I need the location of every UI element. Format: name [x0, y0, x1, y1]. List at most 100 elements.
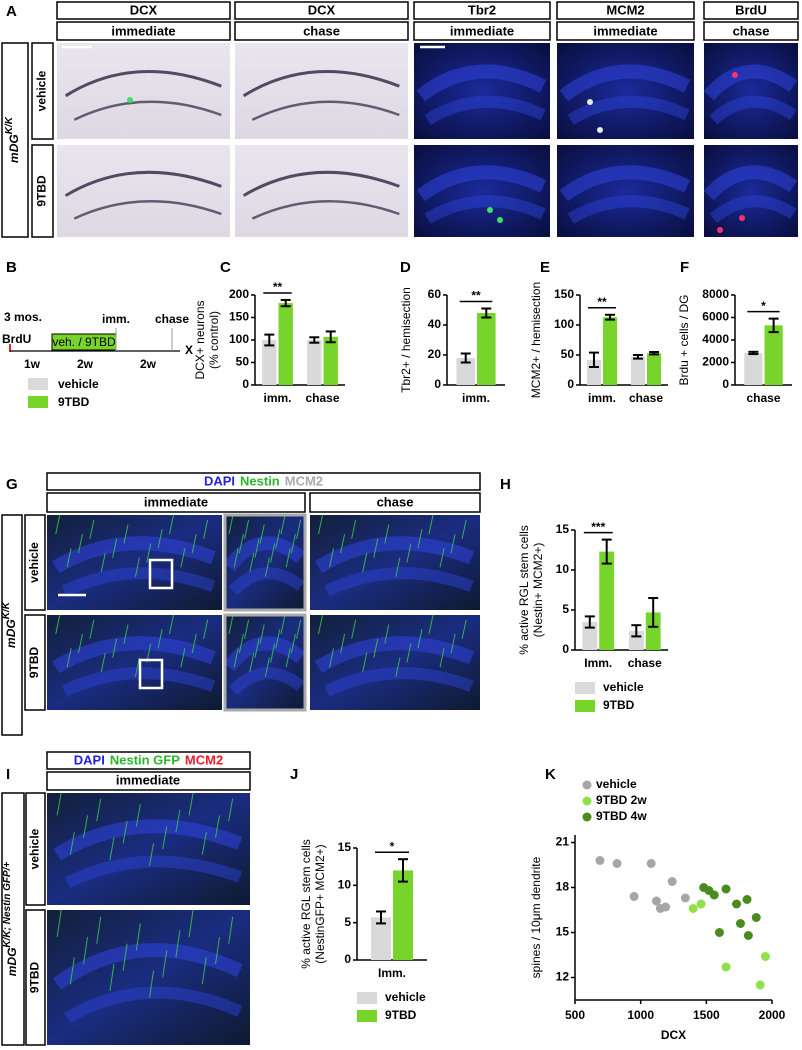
fiber [100, 652, 106, 673]
row-label: 9TBD [27, 647, 41, 679]
bar [278, 303, 293, 385]
fiber [373, 638, 379, 658]
y-tick-label: 0 [242, 377, 249, 391]
cell-layer [559, 64, 691, 102]
x-tick-label: chase [746, 391, 780, 405]
stain-box [46, 472, 481, 491]
timepoint: immediate [144, 494, 208, 509]
labelled-cell [597, 127, 603, 133]
y-tick-label: 15 [556, 925, 570, 939]
end-mark: X [185, 343, 193, 357]
genotype-label: mDGK/K [4, 116, 21, 163]
fiber [395, 657, 401, 677]
genotype-base: mDG [7, 134, 21, 163]
cell-layer [73, 200, 222, 220]
y-tick-label: 60 [428, 287, 442, 301]
bar [599, 551, 615, 650]
fiber [244, 519, 250, 539]
bar [393, 870, 413, 960]
data-point [755, 980, 765, 990]
micrograph [57, 145, 230, 237]
fiber [89, 619, 95, 639]
fiber [83, 936, 89, 965]
inset-box [148, 558, 174, 590]
y-axis-label: Brdu + cells / DG [677, 294, 691, 385]
x-tick-label: Imm. [584, 656, 612, 670]
bar [764, 325, 783, 385]
legend-swatch [582, 780, 592, 790]
fiber [329, 548, 335, 568]
fiber [83, 815, 89, 838]
fiber [450, 533, 456, 554]
labelled-cell [717, 227, 723, 233]
y-axis-label: % active RGL stem cells [517, 525, 531, 655]
fiber [270, 543, 276, 563]
y-tick-label: 21 [556, 835, 570, 849]
fiber [157, 629, 163, 649]
y-tick-label: 5 [562, 602, 569, 616]
legend-swatch [582, 796, 592, 806]
micrograph [235, 43, 408, 139]
fiber [201, 832, 207, 855]
x-tick-label: Imm. [378, 966, 406, 980]
fiber [395, 557, 401, 577]
fiber [175, 930, 181, 958]
fiber [112, 638, 118, 658]
data-point [629, 892, 639, 901]
bar [307, 340, 322, 385]
genotype-label: mDGK/K; Nestin GFP/+ [2, 862, 19, 977]
cell-layer [61, 667, 216, 697]
stain-name: MCM2 [285, 474, 323, 489]
y-tick-label: 18 [556, 880, 570, 894]
fiber [362, 552, 368, 573]
data-point [651, 896, 661, 906]
data-point [735, 919, 745, 928]
fiber [417, 629, 423, 649]
cell-layer [251, 200, 400, 220]
panel-letter: H [500, 476, 511, 493]
duration: 2w [77, 357, 94, 371]
bar [262, 340, 277, 385]
panel-letter: K [545, 766, 556, 783]
bar [456, 358, 475, 385]
fiber [69, 832, 75, 855]
labelled-cell [127, 97, 133, 103]
micrograph [57, 43, 230, 139]
timepoint: chase [303, 23, 340, 38]
y-tick-label: 20 [428, 347, 442, 361]
y-tick-label: 150 [554, 287, 574, 301]
legend-swatch [28, 378, 48, 390]
fiber [228, 798, 234, 822]
y-tick-label: 5 [344, 915, 351, 929]
y-tick-label: 0 [567, 377, 574, 391]
genotype-box [1, 514, 23, 736]
cell-layer [324, 667, 474, 697]
fiber [96, 798, 102, 822]
cell-layer [314, 536, 475, 574]
panel-letter: I [6, 766, 10, 783]
cell-layer [416, 165, 547, 202]
x-tick-label: chase [629, 391, 663, 405]
stain-name: BrdU [735, 2, 767, 17]
row-box [31, 42, 54, 140]
fiber [135, 804, 141, 827]
y-tick-label: 4000 [702, 332, 729, 346]
fiber [428, 514, 434, 535]
stain-name: Tbr2 [468, 2, 496, 17]
stain-name: MCM2 [606, 2, 644, 17]
y-axis-label: (NestinGFP+ MCM2+) [313, 844, 327, 963]
fiber [384, 524, 390, 544]
y-tick-label: 50 [236, 355, 250, 369]
y-tick-label: 0 [562, 642, 569, 656]
row-box [31, 144, 54, 238]
fiber [254, 538, 260, 558]
legend-swatch [575, 682, 595, 694]
cell-layer [52, 943, 243, 990]
y-tick-label: 50 [561, 347, 575, 361]
x-tick-label: 500 [565, 1008, 585, 1022]
micrograph [235, 145, 408, 237]
fiber [233, 648, 239, 668]
row-label: vehicle [35, 70, 49, 111]
duration: 1w [24, 357, 41, 371]
cell-layer [61, 567, 216, 597]
